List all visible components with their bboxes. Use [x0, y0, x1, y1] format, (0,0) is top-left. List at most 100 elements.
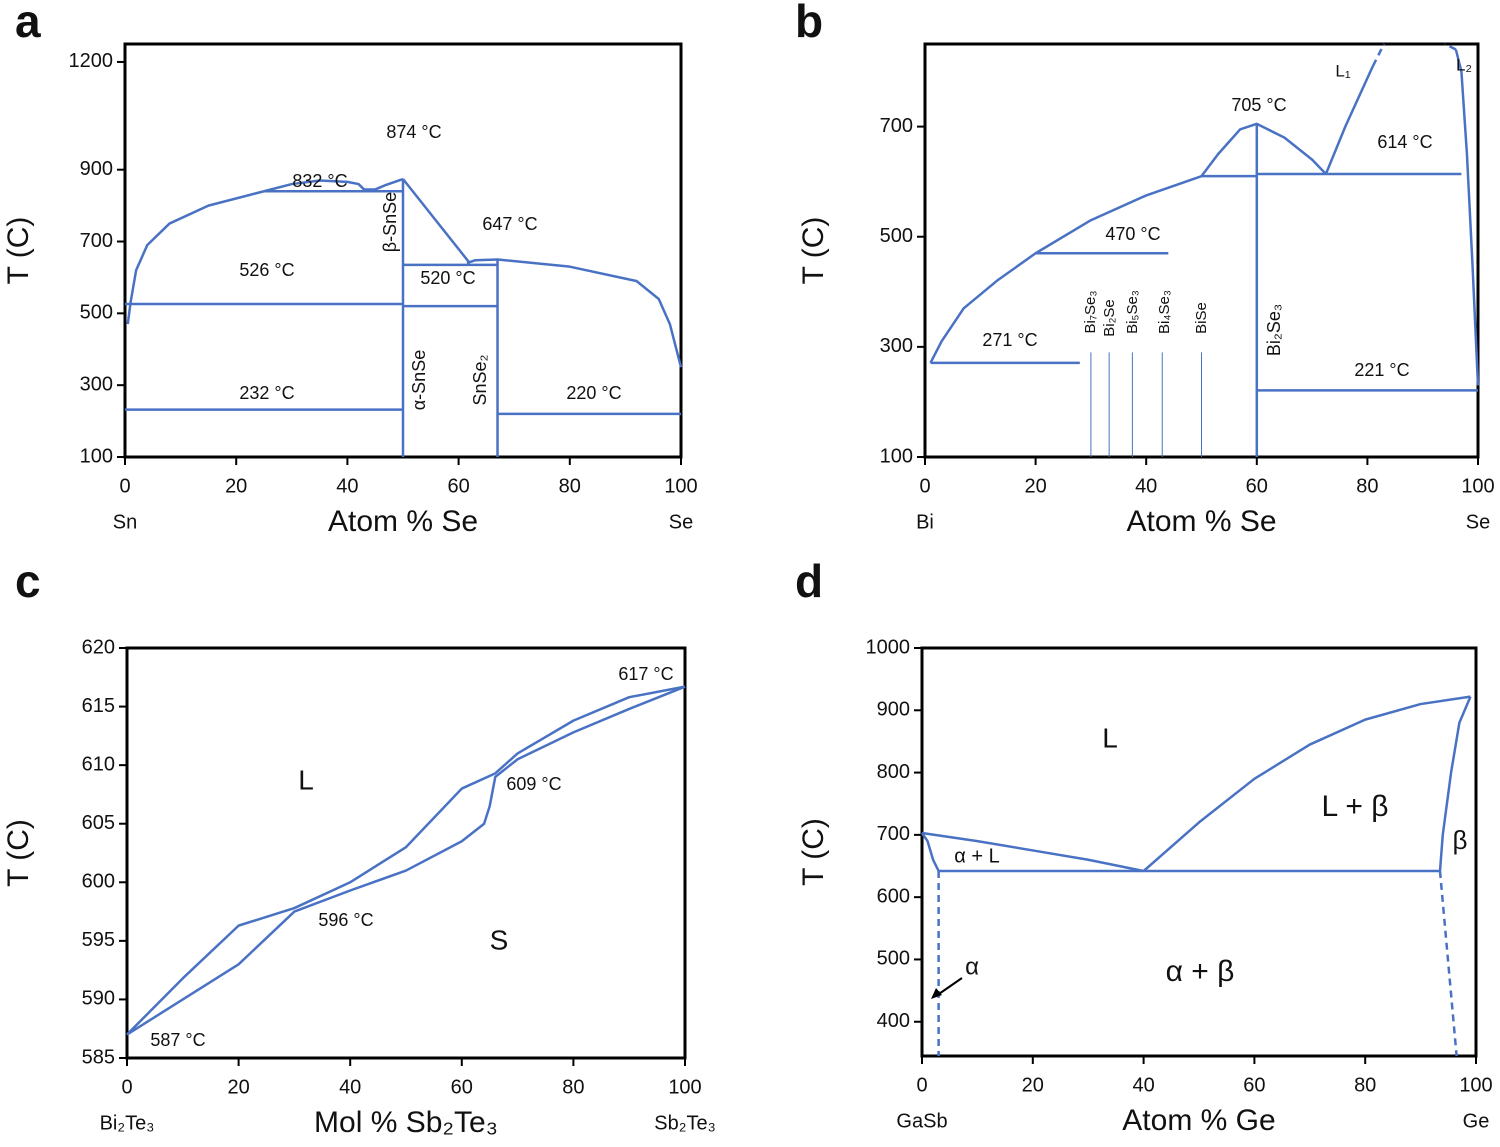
y-tick-label: 900: [877, 699, 910, 721]
phase-boundary: [126, 190, 265, 325]
plot-frame: [920, 646, 1478, 1058]
x-tick-label: 60: [1243, 1074, 1265, 1096]
phase-boundary: [263, 177, 404, 193]
annotation: α: [965, 953, 979, 980]
annotation: Bi₂Se₃: [1264, 304, 1284, 356]
annotation: 470 °C: [1105, 224, 1160, 244]
phase-boundary: [126, 685, 686, 1036]
end-label: Se: [669, 511, 693, 533]
annotation: Bi₂Se: [1101, 299, 1118, 337]
x-tick-label: 20: [1022, 1074, 1044, 1096]
x-tick-label: 40: [1132, 1074, 1154, 1096]
x-tick-label: 20: [1024, 475, 1046, 497]
end-label: Sn: [113, 511, 137, 533]
phase-boundary: [920, 832, 940, 872]
y-tick-label: 500: [880, 225, 913, 247]
annotation: 587 °C: [150, 1030, 205, 1050]
annotation: 617 °C: [618, 664, 673, 684]
x-tick-label: 40: [339, 1076, 361, 1098]
annotation: 647 °C: [482, 214, 537, 234]
x-tick-label: 100: [668, 1076, 701, 1098]
end-label: Bi₂Te₃: [100, 1112, 155, 1134]
annotation: α-SnSe: [409, 350, 429, 410]
phase-boundary: [921, 831, 1144, 873]
y-tick-label: 1200: [69, 50, 114, 72]
panel-letter: a: [15, 0, 41, 47]
end-label: GaSb: [896, 1110, 947, 1132]
annotation: 520 °C: [420, 268, 475, 288]
x-tick-label: 80: [1354, 1074, 1376, 1096]
x-axis-label: Atom % Ge: [1122, 1104, 1275, 1137]
x-tick-label: 0: [119, 475, 130, 497]
end-label: Se: [1466, 511, 1490, 533]
annotation: L + β: [1321, 790, 1388, 823]
y-tick-label: 600: [82, 871, 115, 893]
x-tick-label: 80: [1356, 475, 1378, 497]
x-tick-label: 60: [451, 1076, 473, 1098]
annotation: Bi₅Se₃: [1124, 290, 1141, 334]
annotation: BiSe: [1193, 302, 1210, 334]
phase-boundary: [466, 258, 683, 368]
y-tick-label: 900: [80, 158, 113, 180]
phase-boundary: [1438, 696, 1472, 872]
y-tick-label: 300: [80, 373, 113, 395]
x-tick-label: 20: [225, 475, 247, 497]
y-tick-label: 590: [82, 988, 115, 1010]
y-tick-label: 605: [82, 812, 115, 834]
y-tick-label: 620: [82, 636, 115, 658]
phase-boundary: [402, 178, 471, 264]
arrow: [935, 977, 963, 997]
x-tick-label: 80: [559, 475, 581, 497]
y-tick-label: 1000: [866, 636, 911, 658]
end-label: Sb₂Te₃: [654, 1112, 716, 1134]
y-tick-label: 600: [877, 885, 910, 907]
phase-boundary: [1438, 870, 1458, 1057]
phase-boundary: [1324, 65, 1375, 175]
x-tick-label: 40: [336, 475, 358, 497]
y-axis-label: T (C): [2, 819, 35, 887]
annotation: S: [490, 924, 509, 955]
x-tick-label: 100: [1461, 475, 1494, 497]
panel-letter: d: [795, 555, 823, 607]
x-axis-label: Atom % Se: [328, 505, 478, 538]
annotation: SnSe₂: [470, 354, 490, 405]
phase-boundary: [1142, 695, 1471, 872]
y-tick-label: 500: [877, 948, 910, 970]
annotation: β-SnSe: [380, 192, 400, 252]
y-tick-label: 610: [82, 753, 115, 775]
y-tick-label: 585: [82, 1046, 115, 1068]
annotation: L₁: [1335, 61, 1350, 80]
annotation: 220 °C: [566, 383, 621, 403]
x-tick-label: 40: [1135, 475, 1157, 497]
phase-boundary: [1444, 42, 1457, 51]
plot-frame: [125, 646, 687, 1060]
end-label: Ge: [1463, 1110, 1490, 1132]
y-tick-label: 100: [80, 445, 113, 467]
panel-letter: b: [795, 0, 823, 47]
y-axis-label: T (C): [2, 217, 35, 285]
y-tick-label: 100: [880, 445, 913, 467]
annotation: 596 °C: [318, 910, 373, 930]
x-tick-label: 20: [227, 1076, 249, 1098]
annotation: Bi₄Se₃: [1156, 290, 1173, 334]
x-tick-label: 60: [1246, 475, 1268, 497]
y-axis-label: T (C): [797, 818, 830, 886]
phase-boundary: [1371, 43, 1386, 67]
annotation: 874 °C: [386, 122, 441, 142]
annotation: 609 °C: [506, 774, 561, 794]
annotation: α + L: [954, 845, 999, 867]
annotation: Bi₇Se₃: [1082, 291, 1099, 334]
annotation: β: [1453, 825, 1468, 855]
x-tick-label: 60: [447, 475, 469, 497]
annotation: 221 °C: [1354, 360, 1409, 380]
panel-letter: c: [15, 555, 41, 607]
annotation: 614 °C: [1377, 132, 1432, 152]
annotation: α + β: [1166, 955, 1235, 988]
phase-boundary: [1454, 49, 1480, 386]
phase-boundary: [126, 685, 686, 1036]
y-axis-label: T (C): [797, 217, 830, 285]
y-tick-label: 400: [877, 1010, 910, 1032]
y-tick-label: 300: [880, 335, 913, 357]
y-tick-label: 700: [80, 230, 113, 252]
